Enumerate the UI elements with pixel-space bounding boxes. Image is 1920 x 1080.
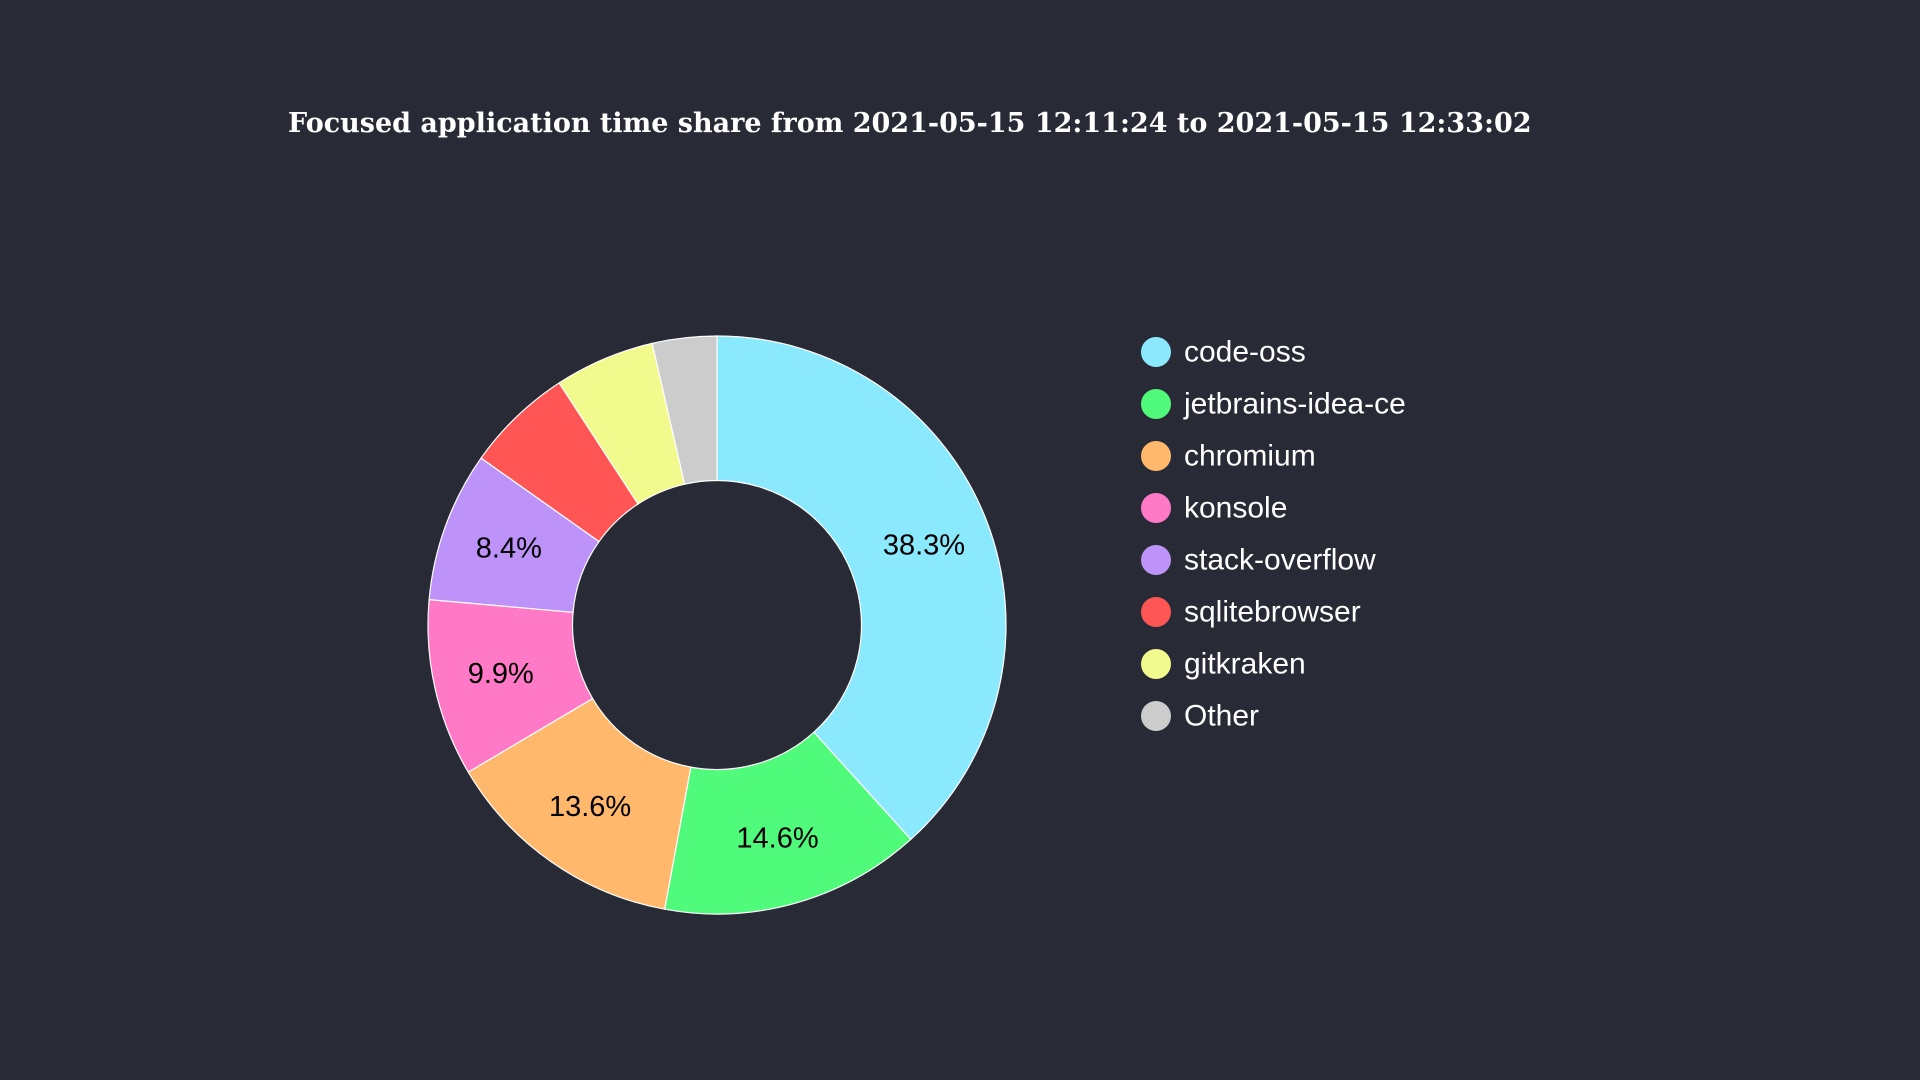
legend-item-stack-overflow[interactable]: stack-overflow <box>1141 544 1376 577</box>
slice-other[interactable] <box>651 335 718 485</box>
legend-label-sqlitebrowser: sqlitebrowser <box>1184 596 1361 629</box>
legend-label-konsole: konsole <box>1184 492 1287 525</box>
legend-label-stack-overflow: stack-overflow <box>1184 544 1376 577</box>
slice-labels-group: 38.3% 14.6% 13.6% 9.9% 8.4% <box>468 529 965 854</box>
slice-code-oss[interactable] <box>716 335 1007 841</box>
slice-label-jetbrains-idea-ce: 14.6% <box>736 822 818 854</box>
legend-label-gitkraken: gitkraken <box>1184 648 1306 681</box>
legend-item-jetbrains-idea-ce[interactable]: jetbrains-idea-ce <box>1141 388 1406 421</box>
slice-label-code-oss: 38.3% <box>883 529 965 561</box>
legend-marker-konsole <box>1141 493 1171 523</box>
legend-item-konsole[interactable]: konsole <box>1141 492 1287 525</box>
legend-marker-chromium <box>1141 441 1171 471</box>
legend-item-sqlitebrowser[interactable]: sqlitebrowser <box>1141 596 1361 629</box>
slice-label-stack-overflow: 8.4% <box>476 533 542 565</box>
legend-label-jetbrains-idea-ce: jetbrains-idea-ce <box>1183 388 1406 421</box>
legend-marker-jetbrains-idea-ce <box>1141 389 1171 419</box>
legend-label-code-oss: code-oss <box>1184 336 1306 369</box>
legend: code-oss jetbrains-idea-ce chromium konsole… <box>1141 336 1406 733</box>
slice-label-chromium: 13.6% <box>549 791 631 823</box>
legend-label-chromium: chromium <box>1184 440 1316 473</box>
slices-group <box>427 335 1007 915</box>
slice-label-konsole: 9.9% <box>468 658 534 690</box>
slice-jetbrains-idea-ce[interactable] <box>663 731 912 915</box>
slice-chromium[interactable] <box>467 697 692 910</box>
legend-marker-gitkraken <box>1141 649 1171 679</box>
legend-marker-stack-overflow <box>1141 545 1171 575</box>
legend-item-other[interactable]: Other <box>1141 700 1259 733</box>
legend-item-gitkraken[interactable]: gitkraken <box>1141 648 1306 681</box>
chart-title: Focused application time share from 2021… <box>288 108 1532 139</box>
legend-marker-other <box>1141 701 1171 731</box>
legend-marker-code-oss <box>1141 337 1171 367</box>
legend-marker-sqlitebrowser <box>1141 597 1171 627</box>
legend-item-chromium[interactable]: chromium <box>1141 440 1316 473</box>
legend-item-code-oss[interactable]: code-oss <box>1141 336 1306 369</box>
legend-label-other: Other <box>1184 700 1259 733</box>
